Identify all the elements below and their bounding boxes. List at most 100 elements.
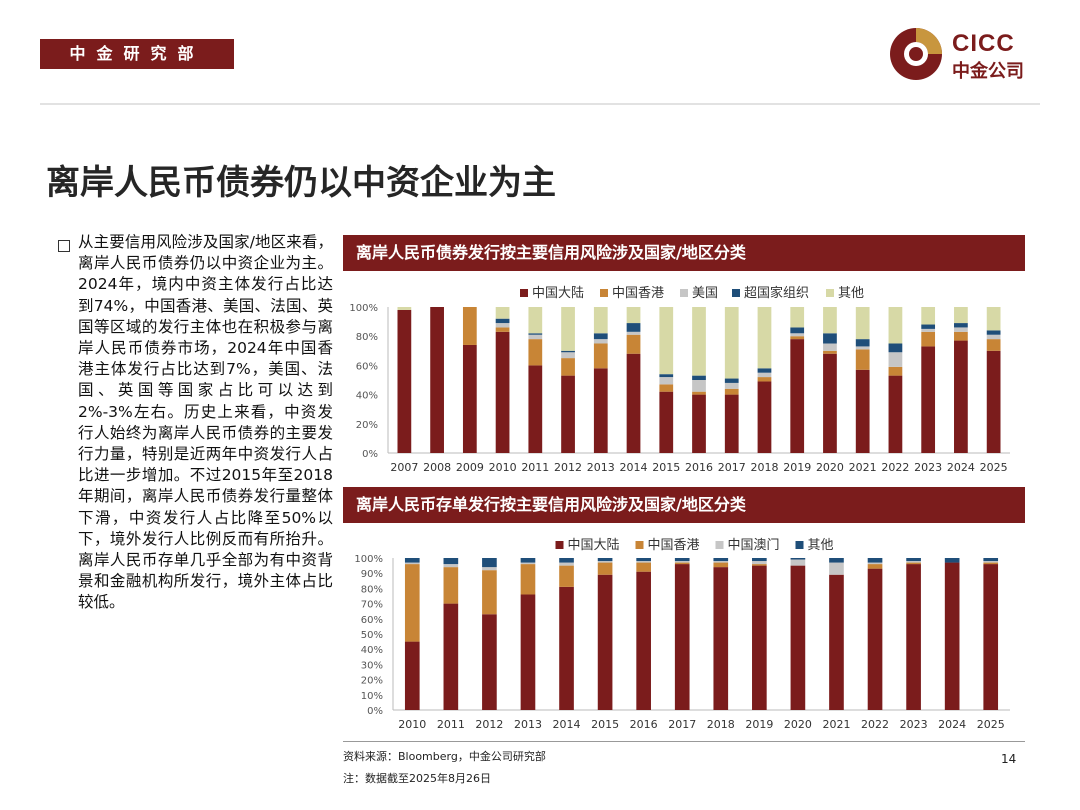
chart1-legend-item: 超国家组织 xyxy=(732,285,809,301)
chart1-bar-segment xyxy=(921,331,936,347)
chart1-x-tick-label: 2010 xyxy=(489,461,517,474)
chart2-bar-segment xyxy=(674,564,690,710)
chart1-x-tick-label: 2007 xyxy=(390,461,418,474)
cicc-logo: CICC 中金公司 xyxy=(888,26,1048,82)
chart1-bar-segment xyxy=(954,323,968,328)
chart1-x-tick-label: 2018 xyxy=(750,461,778,474)
chart1-title: 离岸人民币债券发行按主要信用风险涉及国家/地区分类 xyxy=(343,235,1025,271)
chart1-bar-segment xyxy=(823,353,837,453)
chart2-bar-segment xyxy=(906,558,921,562)
chart1-bar-segment xyxy=(659,374,674,378)
chart2-bar-segment xyxy=(983,562,999,565)
header-divider xyxy=(40,103,1040,105)
chart2-bar-segment xyxy=(482,614,497,710)
chart2-x-tick-label: 2014 xyxy=(553,718,581,731)
chart1-legend-label: 其他 xyxy=(838,286,864,301)
chart1-bar-segment xyxy=(855,369,870,453)
chart2-x-tick-label: 2017 xyxy=(668,718,696,731)
chart1-bar-segment xyxy=(528,334,543,340)
chart1-bar-segment xyxy=(986,350,1001,453)
chart1-bar-segment xyxy=(626,307,641,324)
chart1-legend-item: 中国大陆 xyxy=(520,285,584,301)
chart1-x-tick-label: 2020 xyxy=(816,461,844,474)
chart1-bar-segment xyxy=(397,307,412,310)
cicc-logo-mark-icon xyxy=(890,28,942,80)
chart2-bar-segment xyxy=(404,562,420,565)
chart1-bar-segment xyxy=(724,394,739,453)
chart1-legend-swatch xyxy=(826,289,834,297)
chart2-bar-segment xyxy=(443,564,459,568)
chart1-legend-label: 美国 xyxy=(692,286,718,301)
chart2-bar-segment xyxy=(829,558,844,563)
chart1-x-tick-label: 2016 xyxy=(685,461,713,474)
chart2-legend-swatch xyxy=(555,541,564,549)
chart1-x-tick-label: 2009 xyxy=(456,461,484,474)
chart1-x-tick-label: 2025 xyxy=(980,461,1008,474)
chart1-x-tick-label: 2021 xyxy=(849,461,877,474)
chart1-bar-segment xyxy=(659,307,674,375)
chart1-bar-segment xyxy=(790,333,805,337)
chart1-legend-item: 中国香港 xyxy=(600,286,664,301)
chart2-bar-segment xyxy=(520,594,536,710)
chart2-bar-segment xyxy=(829,562,844,575)
chart2-bar-segment xyxy=(752,565,767,710)
chart2-bar-segment xyxy=(559,586,574,710)
chart2-y-tick-label: 30% xyxy=(361,660,383,671)
chart1-bar-segment xyxy=(757,377,772,382)
chart2-bar-segment xyxy=(597,562,613,575)
chart1-bar-segment xyxy=(757,372,772,378)
chart2-x-tick-label: 2024 xyxy=(938,718,966,731)
chart2-legend: 中国大陆 中国香港 中国澳门 其他 xyxy=(555,537,834,553)
chart2-x-tick-label: 2015 xyxy=(591,718,619,731)
chart1-bar-segment xyxy=(888,307,903,344)
logo-text-en: CICC xyxy=(952,30,1015,57)
chart2-x-tick-label: 2010 xyxy=(398,718,426,731)
chart1-bar-segment xyxy=(561,375,575,453)
chart1-bar-segment xyxy=(561,307,575,351)
chart2-bar-segment xyxy=(674,562,690,565)
chart1-bar-segment xyxy=(692,391,706,395)
chart1-bar-segment xyxy=(790,327,805,334)
chart2-bar-segment xyxy=(482,558,497,568)
chart1-bar-segment xyxy=(855,339,870,347)
chart1-bar-segment xyxy=(626,353,641,453)
chart1-y-tick-label: 60% xyxy=(356,361,378,372)
page-title: 离岸人民币债券仍以中资企业为主 xyxy=(46,163,556,203)
chart1-bar-segment xyxy=(921,346,936,453)
chart1-bar-segment xyxy=(823,343,837,351)
chart2-bar-segment xyxy=(983,564,999,710)
chart1-x-tick-label: 2019 xyxy=(783,461,811,474)
chart2-bar-segment xyxy=(482,567,497,571)
chart1-bar-segment xyxy=(495,327,510,332)
chart1-bar-segment xyxy=(823,333,837,344)
chart2-bar-segment xyxy=(867,562,883,565)
chart1-bar-segment xyxy=(495,307,510,319)
chart1-legend-label: 超国家组织 xyxy=(744,285,809,301)
chart2-bar-segment xyxy=(404,564,420,642)
chart2-x-tick-label: 2025 xyxy=(977,718,1005,731)
chart1-bar-segment xyxy=(692,394,706,453)
chart2-y-tick-label: 70% xyxy=(361,600,383,611)
chart2-title: 离岸人民币存单发行按主要信用风险涉及国家/地区分类 xyxy=(343,487,1025,523)
chart1-legend-swatch xyxy=(520,289,528,297)
chart1-bar-segment xyxy=(921,328,936,332)
chart2-bar-segment xyxy=(752,561,767,565)
chart2-bar-segment xyxy=(636,562,651,572)
chart2-bar-segment xyxy=(674,558,690,562)
chart1-bar-segment xyxy=(954,331,968,341)
chart1-bar-segment xyxy=(561,352,575,359)
chart1-bar-segment xyxy=(954,307,968,324)
chart2-bar-segment xyxy=(713,558,729,562)
chart2-bar-segment xyxy=(790,558,806,560)
chart1-bond-issuance-by-region: 中国大陆 中国香港 美国 超国家组织 其他 0% 20% 40% 60% 80% 100% 2007 2… xyxy=(349,285,1010,474)
chart1-bar-segment xyxy=(593,339,608,344)
chart1-bar-segment xyxy=(724,378,739,383)
department-tag: 中金研究部 xyxy=(40,39,234,69)
chart1-legend-label: 中国大陆 xyxy=(532,285,584,301)
chart2-legend-label: 中国大陆 xyxy=(568,537,620,553)
chart1-bar-segment xyxy=(888,343,903,353)
chart1-bar-segment xyxy=(528,307,543,334)
chart2-legend-item: 中国澳门 xyxy=(715,537,780,553)
chart2-x-tick-label: 2018 xyxy=(707,718,735,731)
chart1-y-tick-label: 100% xyxy=(349,303,378,314)
